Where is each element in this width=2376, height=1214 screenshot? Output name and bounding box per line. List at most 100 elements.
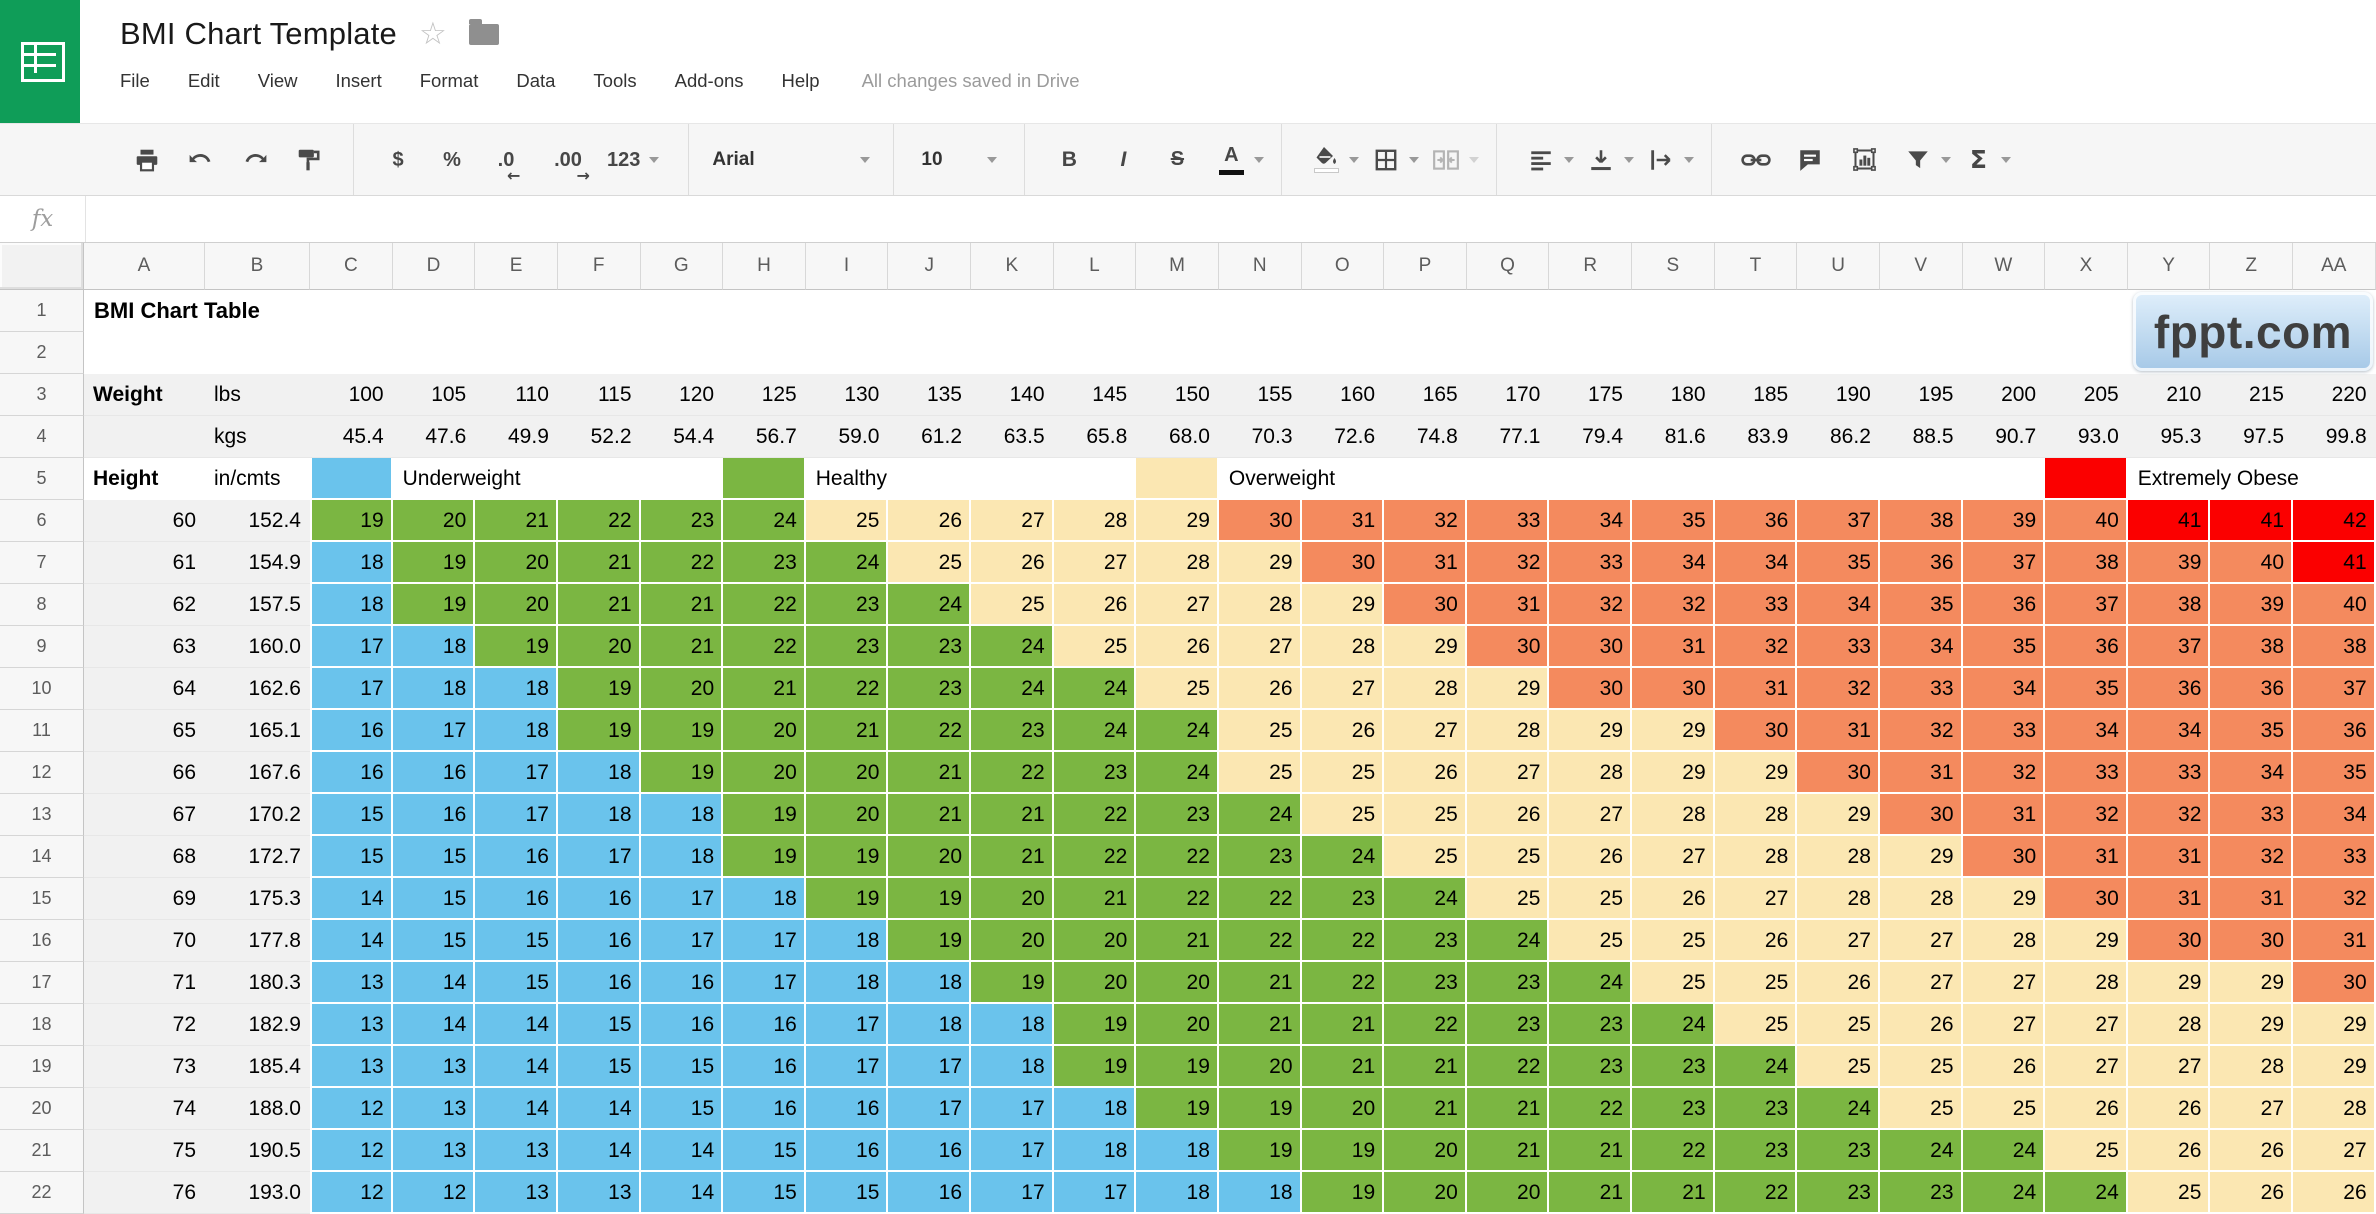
cell-U10-bmi[interactable]: 32 (1797, 668, 1880, 710)
cell-R12-bmi[interactable]: 28 (1549, 752, 1632, 794)
cell-U21-bmi[interactable]: 23 (1797, 1130, 1880, 1172)
cell-Q6-bmi[interactable]: 33 (1466, 500, 1550, 542)
cell-P16-bmi[interactable]: 23 (1384, 920, 1467, 962)
cell-F21-bmi[interactable]: 14 (557, 1130, 641, 1172)
cell-B7-height-cm[interactable]: 154.9 (205, 542, 310, 584)
cell-J7-bmi[interactable]: 25 (888, 542, 971, 584)
cell-X15-bmi[interactable]: 30 (2045, 878, 2128, 920)
cell-F12-bmi[interactable]: 18 (557, 752, 641, 794)
cell-AA7-bmi[interactable]: 41 (2293, 542, 2376, 584)
cell-H21-bmi[interactable]: 15 (723, 1130, 806, 1172)
cell-Q19-bmi[interactable]: 22 (1466, 1046, 1550, 1088)
cell-U20-bmi[interactable]: 24 (1797, 1088, 1880, 1130)
cell-B11-height-cm[interactable]: 165.1 (205, 710, 310, 752)
cell-I4-weight-kgs[interactable]: 59.0 (805, 416, 889, 458)
cell-H6-bmi[interactable]: 24 (723, 500, 806, 542)
cell-Q11-bmi[interactable]: 28 (1466, 710, 1550, 752)
cell-K3-weight-lbs[interactable]: 140 (971, 374, 1054, 416)
cell-D3-weight-lbs[interactable]: 105 (392, 374, 476, 416)
cell-P7-bmi[interactable]: 31 (1384, 542, 1467, 584)
cell-D17-bmi[interactable]: 14 (392, 962, 476, 1004)
cell-B9-height-cm[interactable]: 160.0 (205, 626, 310, 668)
cell-AA13-bmi[interactable]: 34 (2293, 794, 2376, 836)
cell-E13-bmi[interactable]: 17 (475, 794, 558, 836)
cell-S15-bmi[interactable]: 26 (1632, 878, 1715, 920)
cell-N20-bmi[interactable]: 19 (1218, 1088, 1302, 1130)
cell-L22-bmi[interactable]: 17 (1053, 1172, 1137, 1214)
cell-B22-height-cm[interactable]: 193.0 (205, 1172, 310, 1214)
cell-W9-bmi[interactable]: 35 (1962, 626, 2046, 668)
cell-D21-bmi[interactable]: 13 (392, 1130, 476, 1172)
undo-button[interactable] (186, 137, 216, 183)
cell-M22-bmi[interactable]: 18 (1136, 1172, 1219, 1214)
cell-A17-height-in[interactable]: 71 (84, 962, 205, 1004)
cell-Q14-bmi[interactable]: 25 (1466, 836, 1550, 878)
cell-M19-bmi[interactable]: 19 (1136, 1046, 1219, 1088)
cell-I21-bmi[interactable]: 16 (805, 1130, 889, 1172)
cell-Q21-bmi[interactable]: 21 (1466, 1130, 1550, 1172)
cell-P22-bmi[interactable]: 20 (1384, 1172, 1467, 1214)
cell-U17-bmi[interactable]: 26 (1797, 962, 1880, 1004)
cell-AA19-bmi[interactable]: 29 (2293, 1046, 2376, 1088)
cell-D22-bmi[interactable]: 12 (392, 1172, 476, 1214)
filter-button[interactable] (1903, 137, 1933, 183)
cell-AA3-weight-lbs[interactable]: 220 (2293, 374, 2376, 416)
font-size-select[interactable]: 10 (911, 137, 1007, 183)
cell-A13-height-in[interactable]: 67 (84, 794, 205, 836)
cell-J17-bmi[interactable]: 18 (888, 962, 971, 1004)
cell-Y21-bmi[interactable]: 26 (2127, 1130, 2211, 1172)
cell-Z7-bmi[interactable]: 40 (2210, 542, 2293, 584)
cell-R11-bmi[interactable]: 29 (1549, 710, 1632, 752)
cell-P4-weight-kgs[interactable]: 74.8 (1384, 416, 1467, 458)
cell-I7-bmi[interactable]: 24 (805, 542, 889, 584)
legend-label-healthy[interactable]: Healthy (805, 458, 889, 500)
cell-F9-bmi[interactable]: 20 (557, 626, 641, 668)
cell-M20-bmi[interactable]: 19 (1136, 1088, 1219, 1130)
cell-P3-weight-lbs[interactable]: 165 (1384, 374, 1467, 416)
cell-L20-bmi[interactable]: 18 (1053, 1088, 1137, 1130)
cell-P21-bmi[interactable]: 20 (1384, 1130, 1467, 1172)
cell-C17-bmi[interactable]: 13 (310, 962, 393, 1004)
cell-Z19-bmi[interactable]: 28 (2210, 1046, 2293, 1088)
column-header-B[interactable]: B (205, 243, 310, 290)
cell-J20-bmi[interactable]: 17 (888, 1088, 971, 1130)
row-header-19[interactable]: 19 (0, 1046, 84, 1088)
cell-T17-bmi[interactable]: 25 (1714, 962, 1798, 1004)
cell-O3-weight-lbs[interactable]: 160 (1301, 374, 1385, 416)
cell-C8-bmi[interactable]: 18 (310, 584, 393, 626)
cell-J16-bmi[interactable]: 19 (888, 920, 971, 962)
italic-button[interactable]: I (1108, 137, 1138, 183)
cell-P10-bmi[interactable]: 28 (1384, 668, 1467, 710)
cell-R4-weight-kgs[interactable]: 79.4 (1549, 416, 1632, 458)
cell-T11-bmi[interactable]: 30 (1714, 710, 1798, 752)
cell-Z8-bmi[interactable]: 39 (2210, 584, 2293, 626)
cell-N21-bmi[interactable]: 19 (1218, 1130, 1302, 1172)
cell-I19-bmi[interactable]: 17 (805, 1046, 889, 1088)
cell-B14-height-cm[interactable]: 172.7 (205, 836, 310, 878)
cell-Q22-bmi[interactable]: 20 (1466, 1172, 1550, 1214)
cell-Q5-blank[interactable] (1466, 458, 1550, 500)
cell-Q7-bmi[interactable]: 32 (1466, 542, 1550, 584)
row-header-22[interactable]: 22 (0, 1172, 84, 1214)
cell-G6-bmi[interactable]: 23 (640, 500, 724, 542)
cell-AA4-weight-kgs[interactable]: 99.8 (2293, 416, 2376, 458)
cell-I13-bmi[interactable]: 20 (805, 794, 889, 836)
column-header-U[interactable]: U (1797, 243, 1880, 290)
row-2-blank[interactable] (84, 332, 2376, 374)
cell-O8-bmi[interactable]: 29 (1301, 584, 1385, 626)
cell-N18-bmi[interactable]: 21 (1218, 1004, 1302, 1046)
cell-X13-bmi[interactable]: 32 (2045, 794, 2128, 836)
cell-J18-bmi[interactable]: 18 (888, 1004, 971, 1046)
cell-Q16-bmi[interactable]: 24 (1466, 920, 1550, 962)
cell-N6-bmi[interactable]: 30 (1218, 500, 1302, 542)
column-header-A[interactable]: A (84, 243, 205, 290)
cell-D19-bmi[interactable]: 13 (392, 1046, 476, 1088)
cell-I20-bmi[interactable]: 16 (805, 1088, 889, 1130)
cell-D9-bmi[interactable]: 18 (392, 626, 476, 668)
sheets-logo[interactable] (0, 0, 80, 123)
cell-P14-bmi[interactable]: 25 (1384, 836, 1467, 878)
cell-E20-bmi[interactable]: 14 (475, 1088, 558, 1130)
cell-Y8-bmi[interactable]: 38 (2127, 584, 2211, 626)
cell-N19-bmi[interactable]: 20 (1218, 1046, 1302, 1088)
cell-C10-bmi[interactable]: 17 (310, 668, 393, 710)
